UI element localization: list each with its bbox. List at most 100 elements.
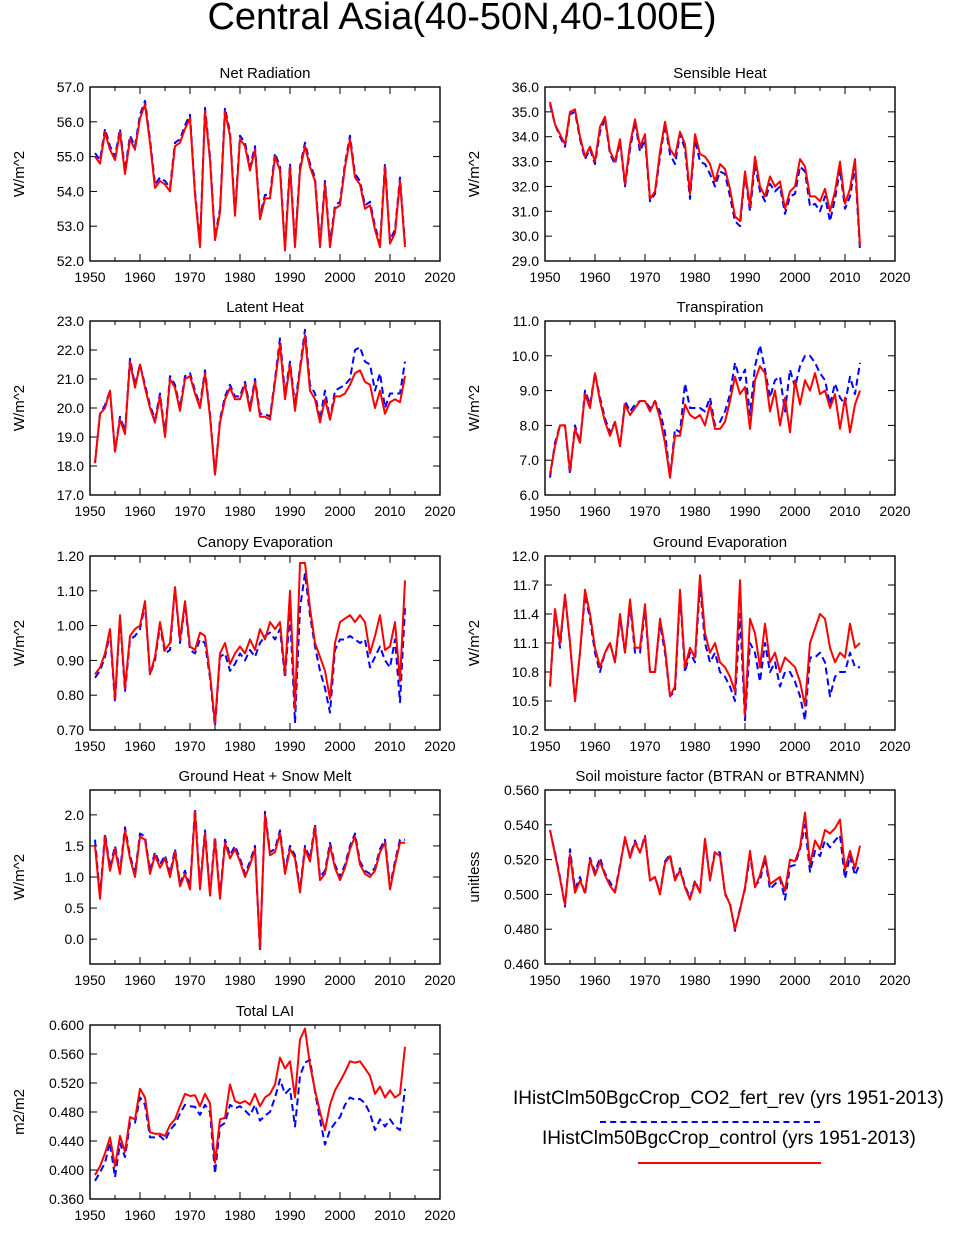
x-tick-label: 2010 bbox=[829, 738, 860, 754]
x-tick-label: 2020 bbox=[424, 269, 455, 285]
x-tick-label: 2020 bbox=[879, 738, 910, 754]
x-tick-label: 1960 bbox=[124, 269, 155, 285]
x-tick-label: 2000 bbox=[779, 738, 810, 754]
series-co2-fert-rev bbox=[94, 328, 406, 476]
y-tick-label: 30.0 bbox=[512, 228, 539, 244]
y-tick-label: 10.8 bbox=[512, 664, 539, 680]
x-tick-label: 1990 bbox=[274, 738, 305, 754]
y-tick-label: 53.0 bbox=[57, 218, 84, 234]
y-tick-label: 7.0 bbox=[520, 452, 540, 468]
y-tick-label: 22.0 bbox=[57, 342, 84, 358]
y-tick-label: 1.00 bbox=[57, 618, 84, 634]
x-tick-label: 1950 bbox=[74, 1207, 105, 1223]
x-tick-label: 2010 bbox=[374, 1207, 405, 1223]
x-tick-label: 2000 bbox=[324, 972, 355, 988]
series-co2-fert-rev bbox=[94, 807, 405, 953]
series-control bbox=[94, 562, 406, 724]
x-tick-label: 1990 bbox=[729, 503, 760, 519]
series-control bbox=[94, 810, 405, 950]
x-tick-label: 1980 bbox=[224, 269, 255, 285]
x-tick-label: 2020 bbox=[879, 269, 910, 285]
legend-swatch-control bbox=[638, 1162, 821, 1164]
y-tick-label: 0.560 bbox=[504, 782, 539, 798]
y-tick-label: 0.80 bbox=[57, 687, 84, 703]
x-tick-label: 1990 bbox=[729, 269, 760, 285]
x-tick-label: 1960 bbox=[124, 1207, 155, 1223]
x-tick-label: 2020 bbox=[879, 972, 910, 988]
y-tick-label: 31.0 bbox=[512, 203, 539, 219]
series-co2-fert-rev bbox=[94, 1058, 406, 1182]
page-title: Central Asia(40-50N,40-100E) bbox=[207, 0, 717, 38]
y-tick-label: 0.560 bbox=[49, 1046, 84, 1062]
y-axis-label: m2/m2 bbox=[11, 1089, 28, 1135]
y-tick-label: 56.0 bbox=[57, 114, 84, 130]
y-tick-label: 0.540 bbox=[504, 817, 539, 833]
y-tick-label: 0.520 bbox=[49, 1075, 84, 1091]
x-tick-label: 2000 bbox=[324, 503, 355, 519]
x-tick-label: 1980 bbox=[224, 738, 255, 754]
plot-frame bbox=[89, 555, 441, 731]
x-tick-label: 2000 bbox=[779, 972, 810, 988]
y-tick-label: 35.0 bbox=[512, 104, 539, 120]
plot-frame bbox=[89, 1024, 441, 1200]
x-tick-label: 1970 bbox=[629, 972, 660, 988]
series-co2-fert-rev bbox=[549, 104, 861, 252]
y-tick-label: 17.0 bbox=[57, 487, 84, 503]
plot-frame bbox=[544, 555, 896, 731]
x-tick-label: 2010 bbox=[374, 972, 405, 988]
panel-title: Transpiration bbox=[677, 299, 764, 316]
y-tick-label: 0.360 bbox=[49, 1191, 84, 1207]
series-co2-fert-rev bbox=[94, 572, 406, 728]
panel-title: Latent Heat bbox=[226, 299, 304, 316]
y-tick-label: 1.10 bbox=[57, 583, 84, 599]
y-axis-label: unitless bbox=[466, 852, 483, 903]
x-tick-label: 1990 bbox=[274, 1207, 305, 1223]
series-control bbox=[94, 334, 406, 476]
y-axis-label: W/m^2 bbox=[11, 620, 28, 666]
y-tick-label: 20.0 bbox=[57, 400, 84, 416]
y-tick-label: 0.520 bbox=[504, 852, 539, 868]
y-tick-label: 34.0 bbox=[512, 129, 539, 145]
series-control bbox=[94, 103, 406, 252]
plot-frame bbox=[544, 86, 896, 262]
y-tick-label: 0.0 bbox=[65, 931, 85, 947]
y-tick-label: 32.0 bbox=[512, 178, 539, 194]
y-tick-label: 0.500 bbox=[504, 886, 539, 902]
y-tick-label: 0.600 bbox=[49, 1017, 84, 1033]
y-tick-label: 11.0 bbox=[513, 313, 539, 329]
y-axis-label: W/m^2 bbox=[466, 620, 483, 666]
y-tick-label: 0.70 bbox=[57, 722, 84, 738]
y-tick-label: 1.0 bbox=[65, 869, 85, 885]
y-axis-label: W/m^2 bbox=[466, 385, 483, 431]
x-tick-label: 1960 bbox=[579, 738, 610, 754]
y-tick-label: 0.460 bbox=[504, 956, 539, 972]
panel-title: Ground Heat + Snow Melt bbox=[178, 768, 352, 785]
x-tick-label: 1960 bbox=[579, 503, 610, 519]
series-co2-fert-rev bbox=[94, 99, 406, 249]
x-tick-label: 2010 bbox=[829, 972, 860, 988]
x-tick-label: 2010 bbox=[374, 738, 405, 754]
series-control bbox=[549, 574, 861, 717]
y-tick-label: 29.0 bbox=[512, 253, 539, 269]
x-tick-label: 2020 bbox=[424, 738, 455, 754]
x-tick-label: 1950 bbox=[529, 503, 560, 519]
series-control bbox=[549, 365, 861, 479]
legend-swatch-co2-fert-rev bbox=[600, 1121, 820, 1123]
x-tick-label: 1990 bbox=[274, 503, 305, 519]
panel-title: Ground Evaporation bbox=[653, 534, 787, 551]
y-tick-label: 36.0 bbox=[512, 79, 539, 95]
y-tick-label: 0.400 bbox=[49, 1162, 84, 1178]
legend-label-co2-fert-rev: IHistClm50BgcCrop_CO2_fert_rev (yrs 1951… bbox=[513, 1088, 944, 1109]
x-tick-label: 1970 bbox=[174, 1207, 205, 1223]
y-tick-label: 55.0 bbox=[57, 149, 84, 165]
x-tick-label: 1990 bbox=[274, 269, 305, 285]
x-tick-label: 1980 bbox=[224, 503, 255, 519]
y-tick-label: 23.0 bbox=[57, 313, 84, 329]
x-tick-label: 1960 bbox=[124, 738, 155, 754]
x-tick-label: 1970 bbox=[629, 269, 660, 285]
series-control bbox=[549, 811, 861, 931]
series-control bbox=[549, 101, 861, 247]
x-tick-label: 2020 bbox=[424, 1207, 455, 1223]
x-tick-label: 1990 bbox=[274, 972, 305, 988]
